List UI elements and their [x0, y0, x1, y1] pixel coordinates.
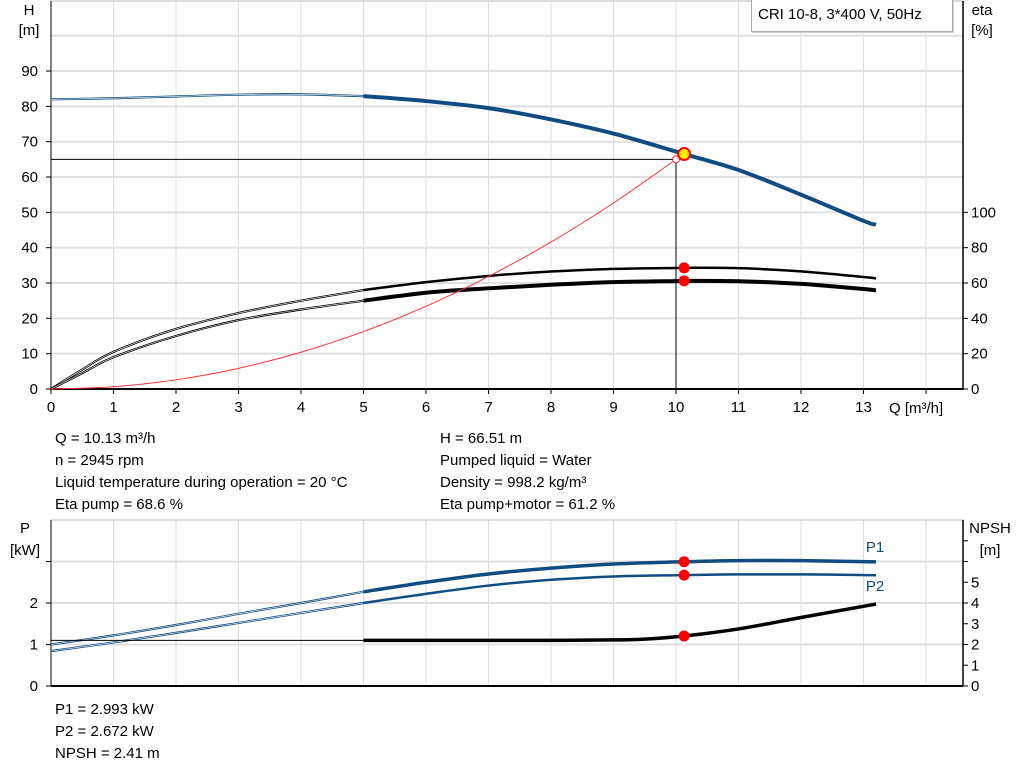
eta_pump_motor-curve-extrapolated-inner — [50, 300, 364, 390]
H-curve-extrapolated-inner — [50, 93, 364, 100]
y-left-tick-label: 50 — [21, 204, 38, 221]
p1-series-label: P1 — [866, 539, 884, 556]
NPSH-curve — [363, 602, 877, 643]
eta_pump-curve — [363, 266, 877, 292]
y-right-axis-unit: [%] — [971, 22, 993, 39]
eta-pump-motor-operating-point — [678, 275, 690, 287]
x-tick-label: 3 — [234, 399, 242, 416]
y-right-axis-label: eta — [972, 2, 994, 19]
npsh-tick-label: 1 — [971, 657, 979, 674]
system-curve — [50, 158, 677, 390]
npsh-axis-unit: [m] — [980, 542, 1001, 559]
P2-curve-extrapolated-inner — [50, 602, 364, 652]
y-left-axis-label: H — [24, 2, 35, 19]
info-bottom: P1 = 2.993 kW P2 = 2.672 kW NPSH = 2.41 … — [55, 699, 160, 765]
npsh-tick-label: 3 — [971, 616, 979, 633]
plot-border-top — [50, 0, 964, 390]
x-tick-label: 0 — [47, 399, 55, 416]
x-tick-label: 11 — [731, 399, 747, 416]
y-left-tick-label: 80 — [21, 98, 38, 115]
p1-operating-point — [678, 556, 690, 568]
info-pumped-liquid: Pumped liquid = Water — [440, 452, 592, 469]
p2-series-label: P2 — [866, 578, 884, 595]
info-p1: P1 = 2.993 kW — [55, 701, 154, 718]
x-tick-label: 4 — [297, 399, 305, 416]
info-density: Density = 998.2 kg/m³ — [440, 474, 587, 491]
head-operating-point — [677, 147, 692, 162]
P1-curve-extrapolated — [50, 590, 364, 646]
y-right-tick-label: 80 — [971, 240, 988, 257]
y-right-tick-label: 40 — [971, 310, 988, 327]
x-tick-label: 9 — [609, 399, 617, 416]
info-flow: Q = 10.13 m³/h — [55, 430, 156, 447]
npsh-operating-point — [678, 630, 690, 642]
P1-curve-extrapolated-inner — [50, 591, 364, 645]
info-top-right: H = 66.51 m Pumped liquid = Water Densit… — [440, 428, 615, 516]
y-left-tick-label: 60 — [21, 169, 38, 186]
H-curve — [363, 94, 877, 227]
y-left-tick-label: 70 — [21, 134, 38, 151]
p-tick-label: 2 — [30, 595, 38, 612]
pump-legend: CRI 10-8, 3*400 V, 50Hz — [751, 0, 953, 32]
x-tick-label: 7 — [484, 399, 492, 416]
x-tick-label: 5 — [359, 399, 367, 416]
info-top-left: Q = 10.13 m³/h n = 2945 rpm Liquid tempe… — [55, 428, 347, 516]
y-right-tick-label: 100 — [971, 204, 996, 221]
x-tick-label: 10 — [668, 399, 685, 416]
y-left-tick-label: 30 — [21, 275, 38, 292]
y-left-tick-label: 20 — [21, 310, 38, 327]
npsh-tick-label: 2 — [971, 637, 979, 654]
y-left-tick-label: 0 — [30, 381, 38, 398]
y-right-tick-label: 60 — [971, 275, 988, 292]
duty-point-marker — [672, 155, 680, 164]
x-tick-label: 13 — [855, 399, 872, 416]
y-left-axis-unit: [m] — [19, 22, 40, 39]
info-liquid-temp: Liquid temperature during operation = 20… — [55, 474, 348, 491]
eta_pump_motor-curve — [363, 278, 877, 303]
y-right-tick-label: 20 — [971, 346, 988, 363]
info-eta-pump: Eta pump = 68.6 % — [55, 496, 183, 513]
npsh-axis-label: NPSH — [969, 520, 1011, 537]
y-left-tick-label: 90 — [21, 63, 38, 80]
eta_pump_motor-curve-extrapolated — [50, 299, 364, 390]
x-axis-label: Q [m³/h] — [889, 400, 943, 417]
P1-curve — [363, 558, 877, 594]
x-tick-label: 8 — [547, 399, 555, 416]
p-axis-unit: [kW] — [10, 542, 40, 559]
y-left-tick-label: 10 — [21, 346, 38, 363]
y-left-tick-label: 40 — [21, 240, 38, 257]
info-p2: P2 = 2.672 kW — [55, 723, 154, 740]
x-tick-label: 6 — [422, 399, 430, 416]
eta-pump-operating-point — [678, 262, 690, 274]
info-eta-pump-motor: Eta pump+motor = 61.2 % — [440, 496, 616, 513]
info-speed: n = 2945 rpm — [55, 452, 144, 469]
npsh-tick-label: 5 — [971, 574, 979, 591]
x-tick-label: 2 — [172, 399, 180, 416]
p-tick-label: 1 — [30, 637, 38, 654]
p-tick-label: 0 — [30, 678, 38, 695]
npsh-tick-label: 4 — [971, 595, 979, 612]
p2-operating-point — [678, 569, 690, 581]
info-head: H = 66.51 m — [440, 430, 523, 447]
x-tick-label: 1 — [109, 399, 117, 416]
eta_pump-curve-extrapolated-inner — [50, 289, 364, 390]
npsh-tick-label: 0 — [971, 678, 979, 695]
P2-curve — [363, 573, 877, 605]
y-right-tick-label: 0 — [971, 381, 979, 398]
p-axis-label: P — [20, 520, 30, 537]
x-tick-label: 12 — [793, 399, 810, 416]
info-npsh: NPSH = 2.41 m — [55, 745, 160, 762]
